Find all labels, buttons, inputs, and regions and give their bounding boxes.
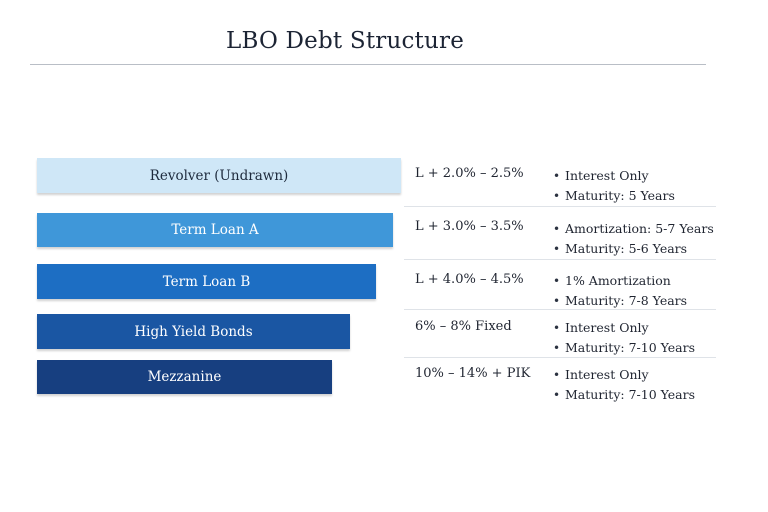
bullet-icon: •: [553, 222, 561, 236]
bullet-icon: •: [553, 169, 561, 183]
tranche-rate-term-loan-a: L + 3.0% – 3.5%: [415, 219, 524, 234]
bullet-icon: •: [553, 189, 561, 203]
bullet-icon: •: [553, 274, 561, 288]
tranche-bar-term-loan-b: Term Loan B: [37, 264, 376, 299]
bullet-icon: •: [553, 368, 561, 382]
tranche-rate-mezzanine: 10% – 14% + PIK: [415, 366, 531, 381]
tranche-rate-high-yield-bonds: 6% – 8% Fixed: [415, 319, 512, 334]
bullet-icon: •: [553, 294, 561, 308]
title-divider: [30, 64, 706, 65]
tranche-bar-high-yield-bonds: High Yield Bonds: [37, 314, 350, 349]
tranche-rate-term-loan-b: L + 4.0% – 4.5%: [415, 272, 524, 287]
bullet-icon: •: [553, 242, 561, 256]
page-title: LBO Debt Structure: [225, 28, 465, 54]
tranche-bar-revolver: Revolver (Undrawn): [37, 158, 401, 193]
tranche-bar-term-loan-a: Term Loan A: [37, 213, 393, 247]
row-divider: [404, 206, 716, 207]
row-divider: [404, 357, 716, 358]
row-divider: [404, 259, 716, 260]
tranche-rate-revolver: L + 2.0% – 2.5%: [415, 166, 524, 181]
tranche-bar-mezzanine: Mezzanine: [37, 360, 332, 394]
row-divider: [404, 309, 716, 310]
bullet-icon: •: [553, 341, 561, 355]
bullet-icon: •: [553, 321, 561, 335]
bullet-icon: •: [553, 388, 561, 402]
